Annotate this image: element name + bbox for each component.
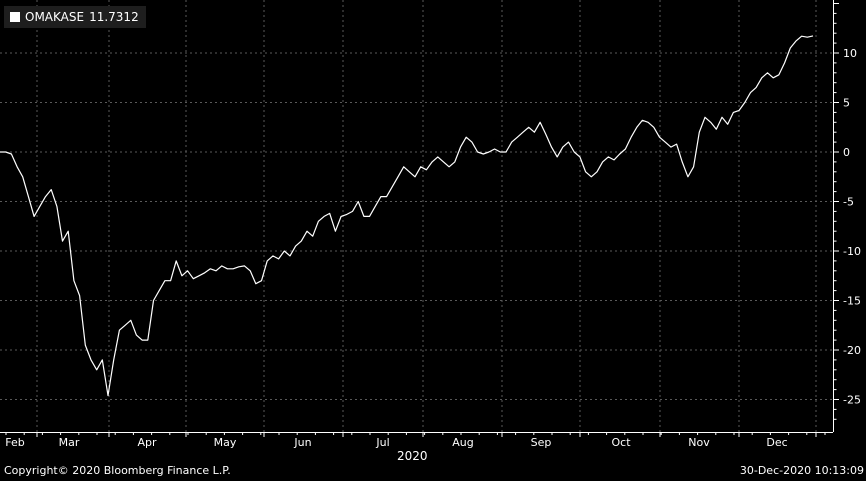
x-tick-label: Jun: [293, 436, 311, 449]
y-tick-label: -10: [843, 245, 861, 258]
legend-last-value: 11.7312: [89, 10, 139, 24]
legend: OMAKASE 11.7312: [4, 6, 146, 28]
x-tick-label: Sep: [531, 436, 552, 449]
series-line-omakase: [0, 35, 814, 397]
y-tick-label: -5: [843, 196, 854, 209]
legend-series-name: OMAKASE: [25, 10, 85, 24]
y-tick-label: 10: [843, 47, 857, 60]
y-tick-label: -15: [843, 295, 861, 308]
x-tick-label: Feb: [5, 436, 24, 449]
x-tick-label: Apr: [137, 436, 157, 449]
x-axis-year-label: 2020: [397, 449, 428, 463]
y-tick-label: -20: [843, 344, 861, 357]
x-tick-label: Dec: [766, 436, 787, 449]
y-tick-label: 0: [843, 146, 850, 159]
y-tick-label: -25: [843, 394, 861, 407]
x-tick-label: Mar: [59, 436, 80, 449]
x-tick-label: Jul: [375, 436, 389, 449]
x-tick-label: May: [214, 436, 237, 449]
timestamp-text: 30-Dec-2020 10:13:09: [739, 464, 864, 477]
x-tick-label: Nov: [688, 436, 710, 449]
grid-lines: [0, 0, 833, 432]
x-axis: Feb Mar Apr May Jun Jul Aug Sep Oct Nov Dec: [0, 432, 833, 449]
legend-swatch: [10, 12, 20, 22]
y-tick-label: 5: [843, 97, 850, 110]
x-tick-label: Aug: [452, 436, 473, 449]
y-axis: 10 5 0 -5 -10 -15 -20 -25: [833, 0, 861, 432]
series-line-group: [0, 35, 814, 397]
copyright-text: Copyright© 2020 Bloomberg Finance L.P.: [4, 464, 231, 477]
x-tick-label: Oct: [611, 436, 631, 449]
